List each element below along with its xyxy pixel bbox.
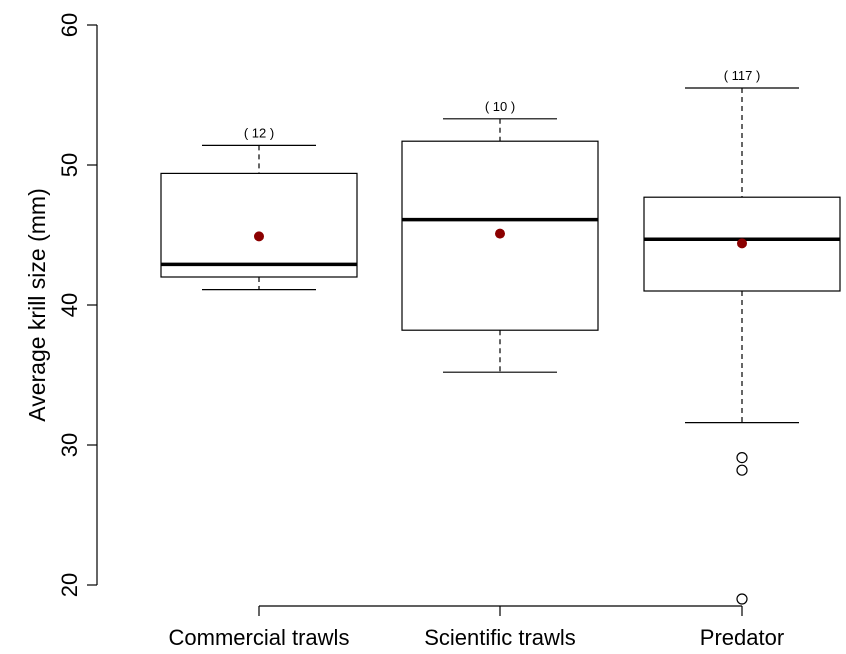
outlier-point — [736, 464, 748, 476]
x-tick-label: Predator — [700, 625, 784, 650]
x-tick-label: Commercial trawls — [169, 625, 350, 650]
mean-point — [495, 228, 505, 239]
box-group: ( 12 ) — [160, 125, 358, 291]
x-tick-label: Scientific trawls — [424, 625, 576, 650]
count-label: ( 10 ) — [485, 99, 515, 114]
y-tick-label: 20 — [57, 573, 82, 597]
mean-point — [254, 231, 264, 242]
count-label: ( 12 ) — [244, 125, 274, 140]
y-tick-label: 40 — [57, 293, 82, 317]
y-tick-label: 30 — [57, 433, 82, 457]
outlier-point — [736, 452, 748, 464]
outlier-point — [736, 593, 748, 605]
box-group: ( 10 ) — [401, 99, 599, 373]
y-axis-title: Average krill size (mm) — [24, 188, 50, 421]
boxes-layer: ( 12 ) ( 10 ) ( 117 ) — [160, 68, 841, 605]
count-label: ( 117 ) — [724, 68, 761, 83]
x-axis: Commercial trawls Scientific trawls Predat… — [169, 605, 784, 650]
y-axis: 20 30 40 50 60 — [57, 13, 98, 597]
box-iqr — [160, 172, 358, 278]
box-group: ( 117 ) — [643, 68, 841, 605]
y-tick-label: 50 — [57, 153, 82, 177]
mean-point — [737, 238, 747, 249]
y-tick-label: 60 — [57, 13, 82, 37]
